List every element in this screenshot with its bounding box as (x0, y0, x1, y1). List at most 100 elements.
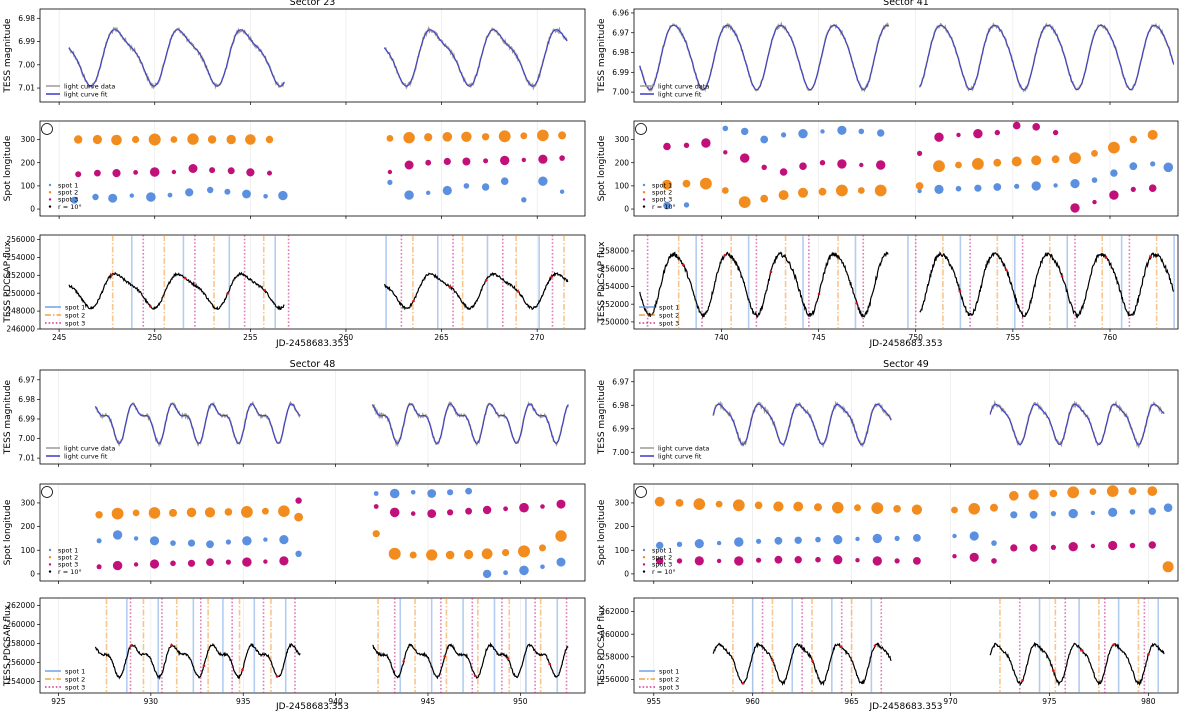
flux-outlier-point (1004, 268, 1008, 272)
y-tick-label: 6.99 (18, 415, 35, 424)
spot2-longitude-point (1049, 489, 1058, 498)
spot1-longitude-point (716, 540, 722, 546)
legend-label: spot 1 (659, 303, 679, 311)
legend-label: r = 10° (58, 568, 82, 576)
y-tick-label: 7.01 (18, 454, 35, 463)
y-tick-label: 260000 (600, 630, 629, 639)
y-tick-label: 256000 (6, 235, 35, 244)
spot3-longitude-point (934, 132, 944, 142)
flux-outlier-point (1104, 256, 1108, 259)
spot3-longitude-point (1109, 190, 1119, 200)
y-tick-label: 200 (615, 522, 630, 531)
flux-outlier-point (473, 674, 477, 678)
spot3-longitude-point (94, 169, 101, 177)
spot1-longitude-point (756, 538, 762, 544)
legend-label: light curve data (658, 82, 709, 90)
y-tick-label: 100 (21, 181, 36, 190)
spot3-longitude-point (373, 504, 379, 509)
y-tick-label: 0 (624, 205, 629, 214)
y-axis-label: Spot longitude (3, 499, 13, 565)
flux-outlier-point (516, 290, 520, 293)
y-tick-label: 200 (615, 158, 630, 167)
y-tick-label: 300 (615, 135, 630, 144)
light-curve-fit-line (94, 403, 301, 444)
spot3-longitude-point (279, 556, 289, 566)
spot3-longitude-point (519, 502, 529, 513)
spot3-longitude-point (133, 562, 139, 567)
spot1-longitude-point (207, 186, 214, 194)
spot1-longitude-point (500, 177, 509, 185)
spot3-longitude-point (404, 160, 414, 170)
spot2-longitude-point (1067, 486, 1080, 499)
spot2-longitude-point (893, 505, 901, 513)
axes-frame (633, 120, 1179, 217)
legend-label: spot 1 (58, 181, 78, 189)
spot2-longitude-point (1128, 487, 1137, 496)
spot2-longitude-point (148, 507, 161, 519)
sector-panel-sector-23: Sector 23 6.98 6.99 7.00 7.01 TESS magnitude l… (3, 0, 586, 349)
spot1-longitude-point (952, 533, 957, 539)
spot2-longitude-point (111, 507, 124, 520)
y-axis-label: TESS PDCSAP flux (3, 241, 13, 324)
spot1-longitude-point (837, 125, 847, 135)
x-tick-label: 245 (52, 333, 67, 342)
y-tick-label: 7.00 (18, 434, 35, 443)
spot3-longitude-point (425, 159, 432, 166)
spot1-longitude-point (242, 536, 252, 546)
spot3-longitude-point (443, 157, 451, 166)
x-axis-label: JD-2458683.353 (869, 339, 943, 349)
light-curve-fit-line (372, 403, 569, 444)
reference-circle-marker (635, 123, 647, 135)
x-tick-label: 740 (714, 333, 729, 342)
spot1-longitude-point (858, 128, 865, 135)
spot1-longitude-point (519, 565, 529, 576)
spot2-longitude-point (518, 545, 530, 558)
spot2-longitude-point (170, 136, 178, 143)
spot2-longitude-point (74, 135, 83, 144)
legend-label: light curve data (64, 82, 115, 90)
panel-title: Sector 23 (290, 0, 336, 8)
spot1-longitude-point (70, 196, 78, 204)
spot1-longitude-point (447, 489, 454, 496)
spot2-longitude-point (187, 133, 199, 145)
spot3-longitude-point (1068, 542, 1078, 552)
reference-circle-marker (41, 123, 53, 135)
y-tick-label: 256000 (6, 658, 35, 667)
spot3-longitude-point (794, 556, 802, 564)
legend-label: spot 1 (652, 546, 672, 554)
spot1-longitude-point (913, 534, 921, 542)
sector-panel-sector-41: Sector 41 6.96 6.97 6.98 6.99 7.00 TESS magnit… (597, 0, 1179, 349)
flux-outlier-point (873, 644, 877, 648)
legend-label: spot 2 (65, 675, 85, 683)
spot1-longitude-point (426, 190, 431, 195)
spot1-longitude-point (149, 536, 160, 546)
flux-outlier-point (130, 644, 133, 647)
spot1-longitude-point (969, 531, 979, 541)
spot2-longitude-point (386, 135, 394, 142)
spot2-longitude-point (426, 549, 438, 561)
spot1-longitude-point (1163, 162, 1174, 173)
spot2-longitude-point (1051, 155, 1060, 164)
panel-title: Sector 41 (883, 0, 929, 8)
spot2-longitude-point (814, 503, 822, 512)
spot1-longitude-point (1090, 510, 1096, 516)
y-tick-label: 258000 (600, 652, 629, 661)
spot2-longitude-point (990, 503, 998, 512)
y-tick-label: 254000 (6, 253, 35, 262)
x-tick-label: 760 (1103, 333, 1118, 342)
spot2-longitude-point (520, 132, 528, 140)
spot2-longitude-point (498, 130, 511, 143)
flux-outlier-point (149, 305, 152, 308)
legend-label: spot 3 (58, 196, 78, 204)
flux-outlier-point (855, 302, 858, 305)
spot1-longitude-point (1070, 179, 1080, 189)
x-tick-label: 970 (943, 697, 958, 706)
magnitude-axes: 6.97 6.98 6.99 7.00 TESS magnitude light curv… (597, 369, 1179, 467)
spot2-longitude-point (95, 511, 103, 519)
flux-outlier-point (484, 278, 488, 282)
